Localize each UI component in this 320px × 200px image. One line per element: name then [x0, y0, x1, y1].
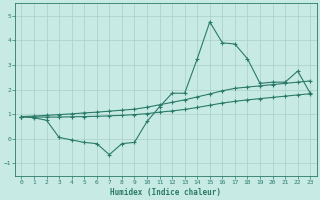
X-axis label: Humidex (Indice chaleur): Humidex (Indice chaleur) [110, 188, 221, 197]
